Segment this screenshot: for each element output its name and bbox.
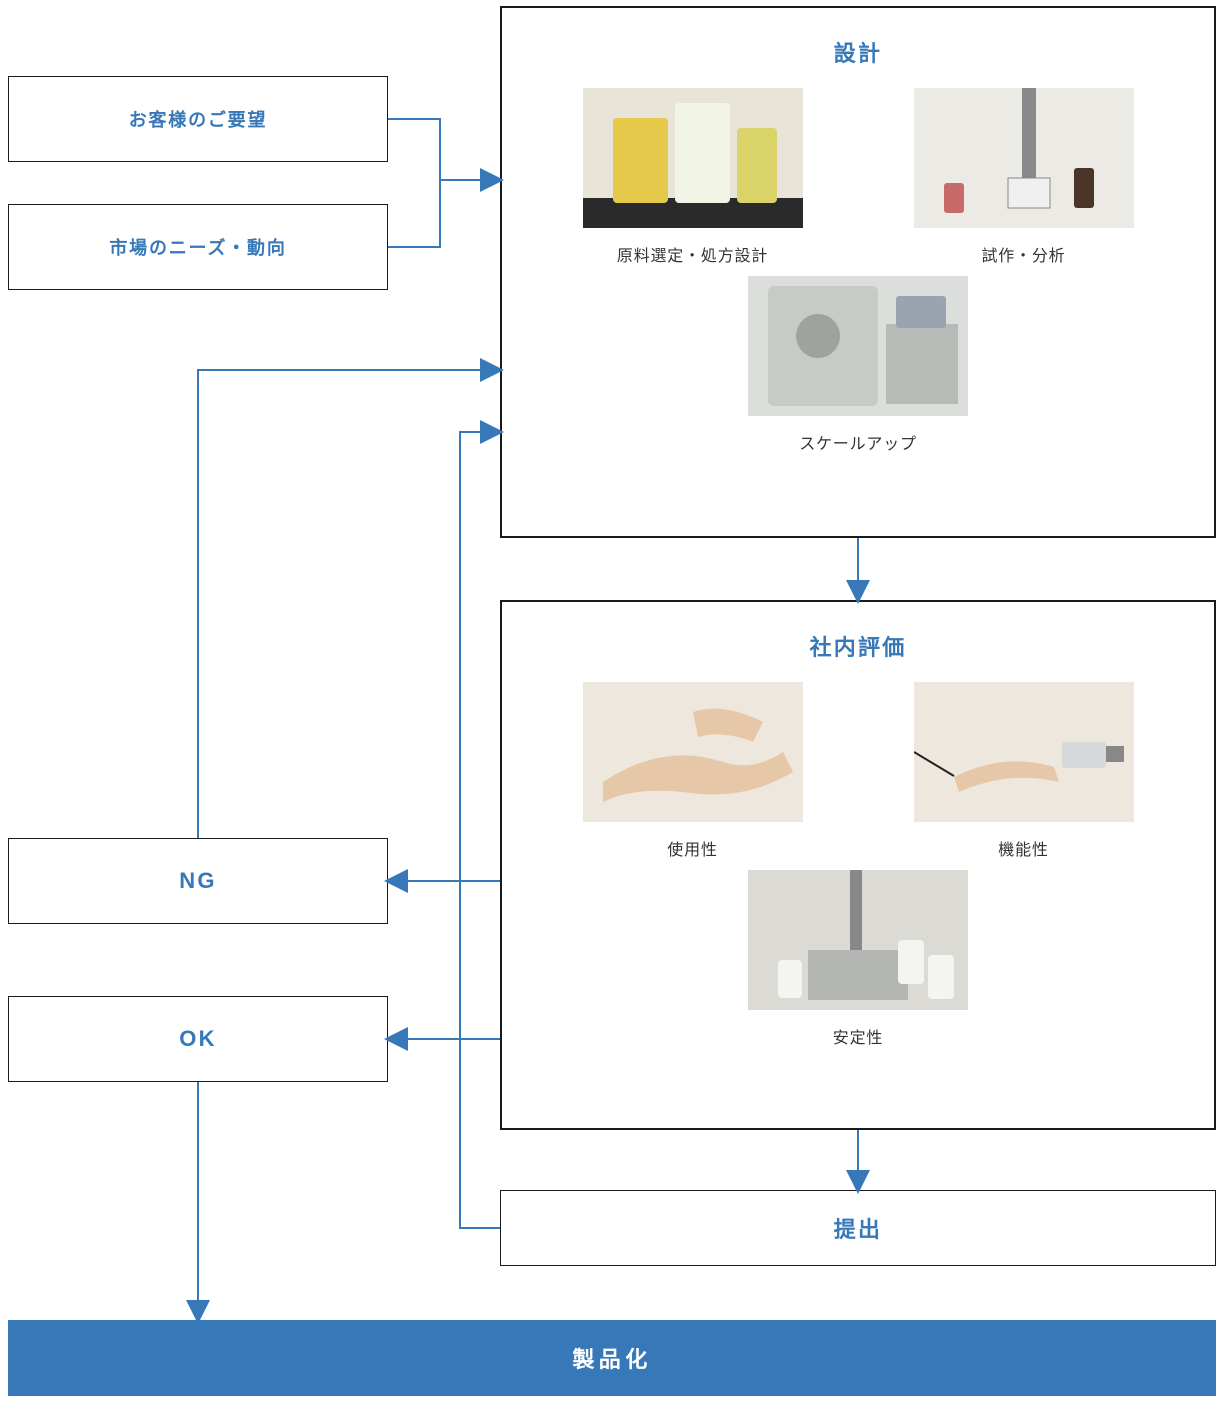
connector-ng-loop — [198, 370, 500, 838]
panel-design-title: 設計 — [502, 8, 1214, 68]
panel-eval-item-use: 使用性 — [563, 682, 823, 860]
box-market: 市場のニーズ・動向 — [8, 204, 388, 290]
panel-design-items: 原料選定・処方設計 試作・分析スケールアップ — [502, 68, 1214, 474]
panel-eval-items: 使用性 機能性安定性 — [502, 662, 1214, 1068]
item-image-scale — [748, 276, 968, 416]
box-ok: OK — [8, 996, 388, 1082]
panel-design-item-proto-label: 試作・分析 — [981, 242, 1065, 266]
box-customer: お客様のご要望 — [8, 76, 388, 162]
panel-eval-item-stab-label: 安定性 — [833, 1024, 883, 1048]
item-image-raw — [583, 88, 803, 228]
panel-eval-item-func: 機能性 — [894, 682, 1154, 860]
box-submit: 提出 — [500, 1190, 1216, 1266]
item-image-func — [914, 682, 1134, 822]
connector-market-to-join — [388, 180, 440, 247]
panel-design-item-scale-label: スケールアップ — [799, 430, 917, 454]
box-final: 製品化 — [8, 1320, 1216, 1396]
panel-eval-item-use-label: 使用性 — [667, 836, 717, 860]
panel-design-item-raw-label: 原料選定・処方設計 — [617, 242, 768, 266]
box-ok-label: OK — [179, 1026, 216, 1052]
box-submit-label: 提出 — [834, 1212, 882, 1244]
panel-eval-item-func-label: 機能性 — [998, 836, 1048, 860]
item-image-proto — [914, 88, 1134, 228]
panel-design-item-raw: 原料選定・処方設計 — [563, 88, 823, 266]
connector-cust-to-join — [388, 119, 440, 180]
connector-submit-to-design — [460, 432, 500, 1228]
box-market-label: 市場のニーズ・動向 — [109, 234, 286, 260]
panel-eval-title: 社内評価 — [502, 602, 1214, 662]
box-ng: NG — [8, 838, 388, 924]
panel-design-item-scale: スケールアップ — [728, 276, 988, 454]
item-image-stab — [748, 870, 968, 1010]
panel-eval: 社内評価使用性 機能性安定性 — [500, 600, 1216, 1130]
box-ng-label: NG — [179, 868, 216, 894]
box-final-label: 製品化 — [572, 1342, 651, 1374]
box-customer-label: お客様のご要望 — [129, 106, 268, 132]
panel-design-item-proto: 試作・分析 — [894, 88, 1154, 266]
panel-design: 設計原料選定・処方設計 試作・分析スケールアップ — [500, 6, 1216, 538]
item-image-use — [583, 682, 803, 822]
panel-eval-item-stab: 安定性 — [728, 870, 988, 1048]
